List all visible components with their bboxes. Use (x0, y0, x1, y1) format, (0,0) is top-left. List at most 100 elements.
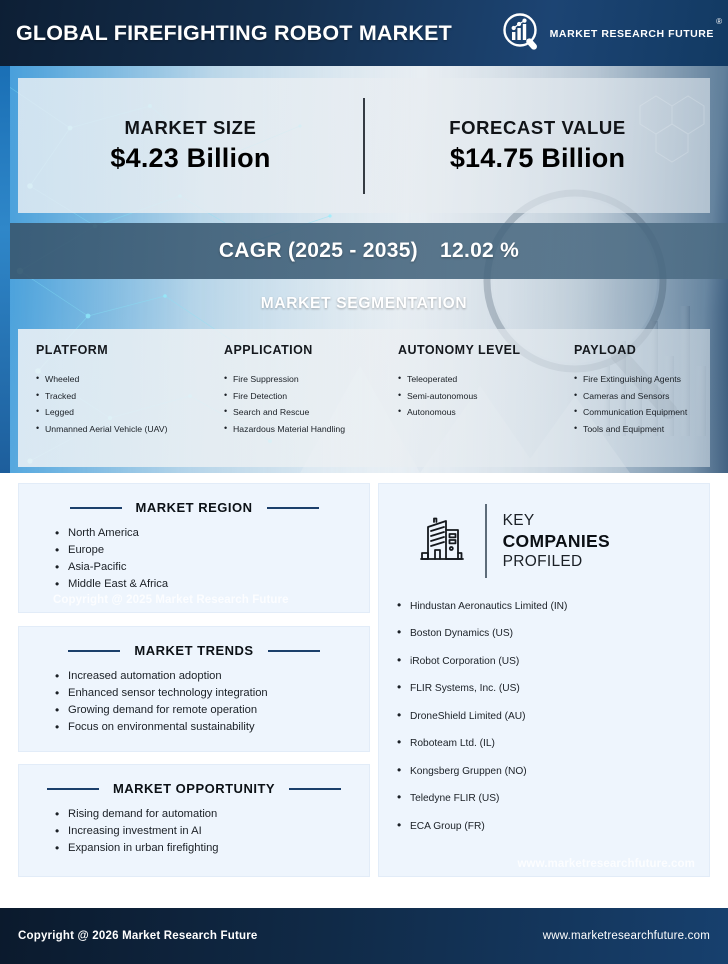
card-title-row: MARKET OPPORTUNITY (19, 765, 369, 796)
segment-column-application: APPLICATION Fire Suppression Fire Detect… (224, 343, 398, 467)
key-companies-list: Hindustan Aeronautics Limited (IN) Bosto… (379, 578, 709, 833)
segment-item: Fire Suppression (224, 370, 398, 388)
segment-heading: AUTONOMY LEVEL (398, 343, 521, 357)
brand-logo-text-wrap: MARKET RESEARCH FUTURE ® (549, 17, 722, 42)
segment-item-list: Teleoperated Semi-autonomous Autonomous (398, 370, 574, 421)
market-trends-title: MARKET TRENDS (134, 643, 254, 658)
list-item: Focus on environmental sustainability (55, 718, 369, 736)
segment-heading: PLATFORM (36, 343, 109, 357)
title-rule-left-icon (69, 506, 122, 509)
title-rule-right-icon (266, 506, 319, 509)
segment-item: Hazardous Material Handling (224, 420, 398, 438)
market-size-value: $4.23 Billion (110, 143, 271, 173)
segment-item: Legged (36, 403, 224, 421)
title-rule-left-icon (46, 787, 99, 790)
segment-column-platform: PLATFORM Wheeled Tracked Legged Unmanned… (36, 343, 224, 467)
cagr-band: CAGR (2025 - 2035) 12.02 % (10, 223, 728, 279)
registered-trademark-icon: ® (716, 17, 722, 26)
list-item: FLIR Systems, Inc. (US) (397, 680, 709, 696)
forecast-value-label: FORECAST VALUE (449, 117, 626, 138)
segment-item: Fire Extinguishing Agents (574, 370, 710, 388)
market-opportunity-list: Rising demand for automation Increasing … (19, 805, 369, 857)
market-size-panel: MARKET SIZE $4.23 Billion FORECAST VALUE… (18, 78, 710, 213)
hero-left-accent-bar (0, 66, 10, 473)
segment-item: Unmanned Aerial Vehicle (UAV) (36, 420, 224, 438)
market-region-list: North America Europe Asia-Pacific Middle… (19, 524, 369, 593)
magnifier-chart-logo-icon (502, 12, 544, 54)
cagr-value: 12.02 % (439, 239, 520, 262)
office-building-icon (413, 513, 469, 569)
key-companies-header: KEY COMPANIES PROFILED (379, 484, 709, 578)
title-rule-left-icon (68, 649, 121, 652)
segment-item: Communication Equipment (574, 403, 710, 421)
market-segmentation-panel: PLATFORM Wheeled Tracked Legged Unmanned… (18, 329, 710, 467)
segment-item: Fire Detection (224, 387, 398, 405)
list-item: ECA Group (FR) (397, 817, 709, 833)
list-item: Asia-Pacific (55, 558, 369, 576)
footer-copyright: Copyright @ 2026 Market Research Future (18, 930, 258, 942)
watermark-copyright: Copyright @ 2025 Market Research Future (53, 594, 289, 606)
market-size-label: MARKET SIZE (124, 117, 257, 138)
watermark-website: www.marketresearchfuture.com (517, 858, 695, 870)
segment-item: Cameras and Sensors (574, 387, 710, 405)
market-opportunity-card: MARKET OPPORTUNITY Rising demand for aut… (18, 764, 370, 877)
list-item: Teledyne FLIR (US) (397, 790, 709, 806)
list-item: Boston Dynamics (US) (397, 625, 709, 641)
market-trends-card: MARKET TRENDS Increased automation adopt… (18, 626, 370, 752)
segment-column-payload: PAYLOAD Fire Extinguishing Agents Camera… (574, 343, 710, 467)
market-region-title: MARKET REGION (135, 500, 253, 515)
segment-item: Autonomous (398, 403, 574, 421)
card-title-row: MARKET TRENDS (19, 627, 369, 658)
key-companies-title-line1: KEY (502, 511, 535, 529)
market-segmentation-title-text: MARKET SEGMENTATION (260, 295, 468, 312)
title-rule-right-icon (289, 787, 342, 790)
segment-item-list: Fire Suppression Fire Detection Search a… (224, 370, 398, 438)
list-item: Increasing investment in AI (55, 822, 369, 840)
key-companies-title-line3: PROFILED (502, 552, 583, 570)
footer-website-link[interactable]: www.marketresearchfuture.com (542, 930, 710, 942)
forecast-value-amount: $14.75 Billion (449, 143, 626, 173)
list-item: Europe (55, 541, 369, 559)
segment-column-autonomy-level: AUTONOMY LEVEL Teleoperated Semi-autonom… (398, 343, 574, 467)
segment-item-list: Wheeled Tracked Legged Unmanned Aerial V… (36, 370, 224, 438)
market-region-card: MARKET REGION North America Europe Asia-… (18, 483, 370, 613)
card-title-row: MARKET REGION (19, 484, 369, 515)
market-trends-list: Increased automation adoption Enhanced s… (19, 667, 369, 736)
page-footer: Copyright @ 2026 Market Research Future … (0, 908, 728, 964)
market-segmentation-title: MARKET SEGMENTATION (0, 279, 728, 329)
segment-item: Wheeled (36, 370, 224, 388)
page-header: GLOBAL FIREFIGHTING ROBOT MARKET MARKET … (0, 0, 728, 66)
list-item: Expansion in urban firefighting (55, 839, 369, 857)
hero-banner: MARKET SIZE $4.23 Billion FORECAST VALUE… (0, 66, 728, 473)
list-item: Roboteam Ltd. (IL) (397, 735, 709, 751)
forecast-value-block: FORECAST VALUE $14.75 Billion (365, 117, 710, 174)
segment-heading: APPLICATION (224, 343, 313, 357)
list-item: Rising demand for automation (55, 805, 369, 823)
list-item: Increased automation adoption (55, 667, 369, 685)
market-size-block: MARKET SIZE $4.23 Billion (18, 117, 363, 174)
list-item: Enhanced sensor technology integration (55, 684, 369, 702)
segment-item: Teleoperated (398, 370, 574, 388)
brand-logo-text: MARKET RESEARCH FUTURE (549, 28, 714, 40)
key-companies-card: KEY COMPANIES PROFILED Hindustan Aeronau… (378, 483, 710, 877)
market-opportunity-title: MARKET OPPORTUNITY (112, 781, 276, 796)
header-divider (485, 504, 487, 578)
list-item: Kongsberg Gruppen (NO) (397, 763, 709, 779)
segment-item: Search and Rescue (224, 403, 398, 421)
page-title: GLOBAL FIREFIGHTING ROBOT MARKET (16, 20, 452, 45)
segment-item: Tools and Equipment (574, 420, 710, 438)
list-item: Hindustan Aeronautics Limited (IN) (397, 598, 709, 614)
key-companies-title-line2: COMPANIES (502, 530, 610, 551)
segment-item-list: Fire Extinguishing Agents Cameras and Se… (574, 370, 710, 438)
key-companies-title: KEY COMPANIES PROFILED (503, 512, 610, 571)
list-item: iRobot Corporation (US) (397, 653, 709, 669)
panel-divider (363, 97, 365, 194)
list-item: DroneShield Limited (AU) (397, 708, 709, 724)
list-item: Middle East & Africa (55, 575, 369, 593)
segment-item: Semi-autonomous (398, 387, 574, 405)
list-item: Growing demand for remote operation (55, 701, 369, 719)
brand-logo: MARKET RESEARCH FUTURE ® (502, 12, 722, 54)
list-item: North America (55, 524, 369, 542)
segment-heading: PAYLOAD (574, 343, 637, 357)
segment-item: Tracked (36, 387, 224, 405)
